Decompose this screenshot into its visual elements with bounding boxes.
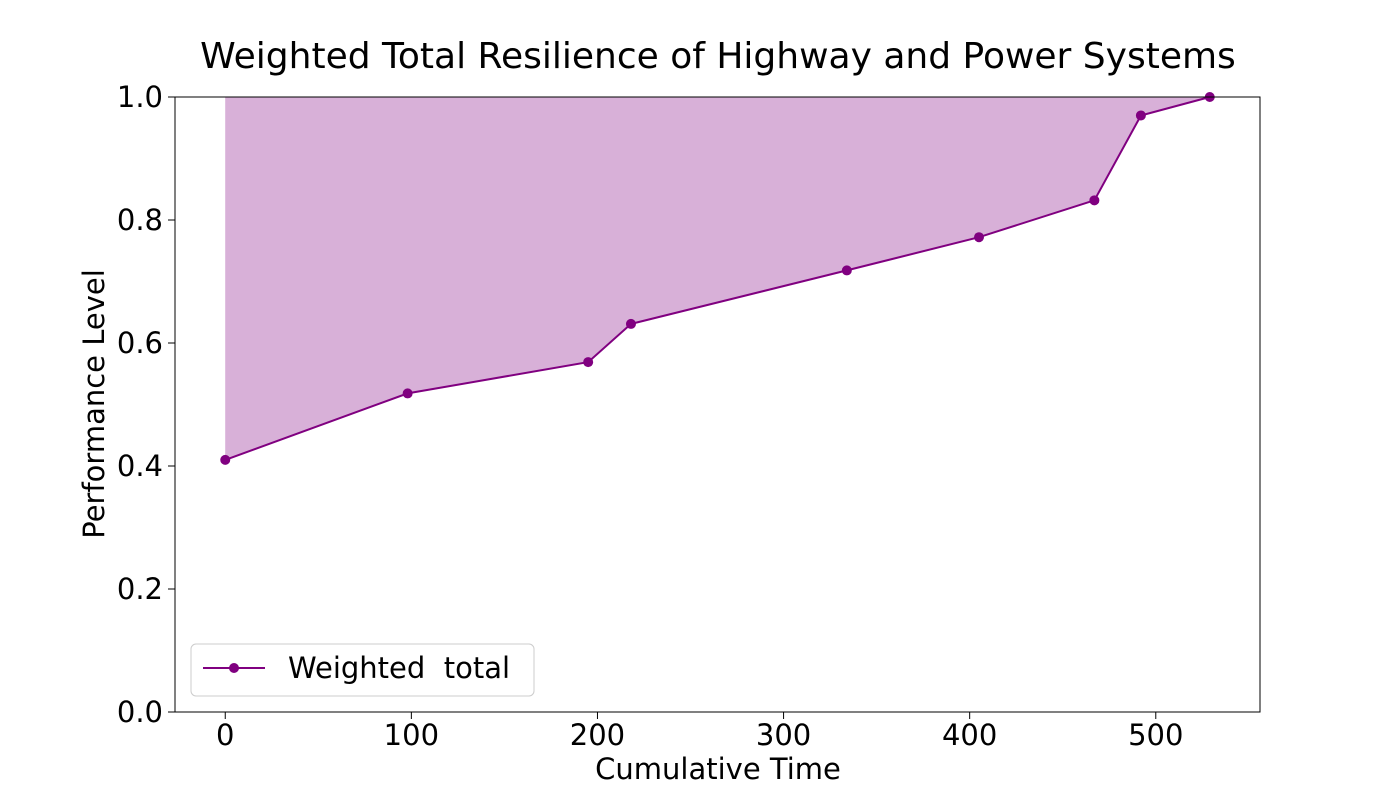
data-point <box>583 357 594 368</box>
legend-box <box>190 643 535 697</box>
legend: Weighted total <box>190 643 535 697</box>
data-point <box>973 232 984 243</box>
y-axis-label: Performance Level <box>77 269 111 539</box>
plot-area <box>174 92 1261 713</box>
chart-title: Weighted Total Resilience of Highway and… <box>200 36 1236 77</box>
y-tick-label: 0.2 <box>117 572 163 606</box>
y-tick-label: 0.4 <box>117 449 163 483</box>
x-tick-label: 100 <box>384 718 439 752</box>
data-point <box>1089 195 1100 206</box>
x-axis-ticks: 0 100 200 300 400 500 <box>216 712 1183 752</box>
y-tick-label: 0.6 <box>117 326 163 360</box>
x-tick-label: 200 <box>570 718 625 752</box>
axes-frame <box>174 96 1261 713</box>
y-tick-label: 1.0 <box>117 80 163 114</box>
data-point <box>402 388 413 399</box>
y-tick-label: 0.0 <box>117 695 163 729</box>
x-tick-label: 0 <box>216 718 234 752</box>
x-tick-label: 500 <box>1128 718 1183 752</box>
y-axis-ticks: 0.0 0.2 0.4 0.6 0.8 1.0 <box>117 80 175 729</box>
data-point <box>625 318 636 329</box>
data-point <box>841 265 852 276</box>
legend-marker-sample <box>229 663 239 673</box>
data-point <box>220 454 231 465</box>
x-tick-label: 300 <box>756 718 811 752</box>
series-markers <box>220 92 1215 465</box>
resilience-loss-area <box>225 97 1210 460</box>
x-axis-label: Cumulative Time <box>595 752 841 786</box>
x-tick-label: 400 <box>942 718 997 752</box>
data-point <box>1135 110 1146 121</box>
legend-label: Weighted total <box>288 651 510 685</box>
y-tick-label: 0.8 <box>117 203 163 237</box>
